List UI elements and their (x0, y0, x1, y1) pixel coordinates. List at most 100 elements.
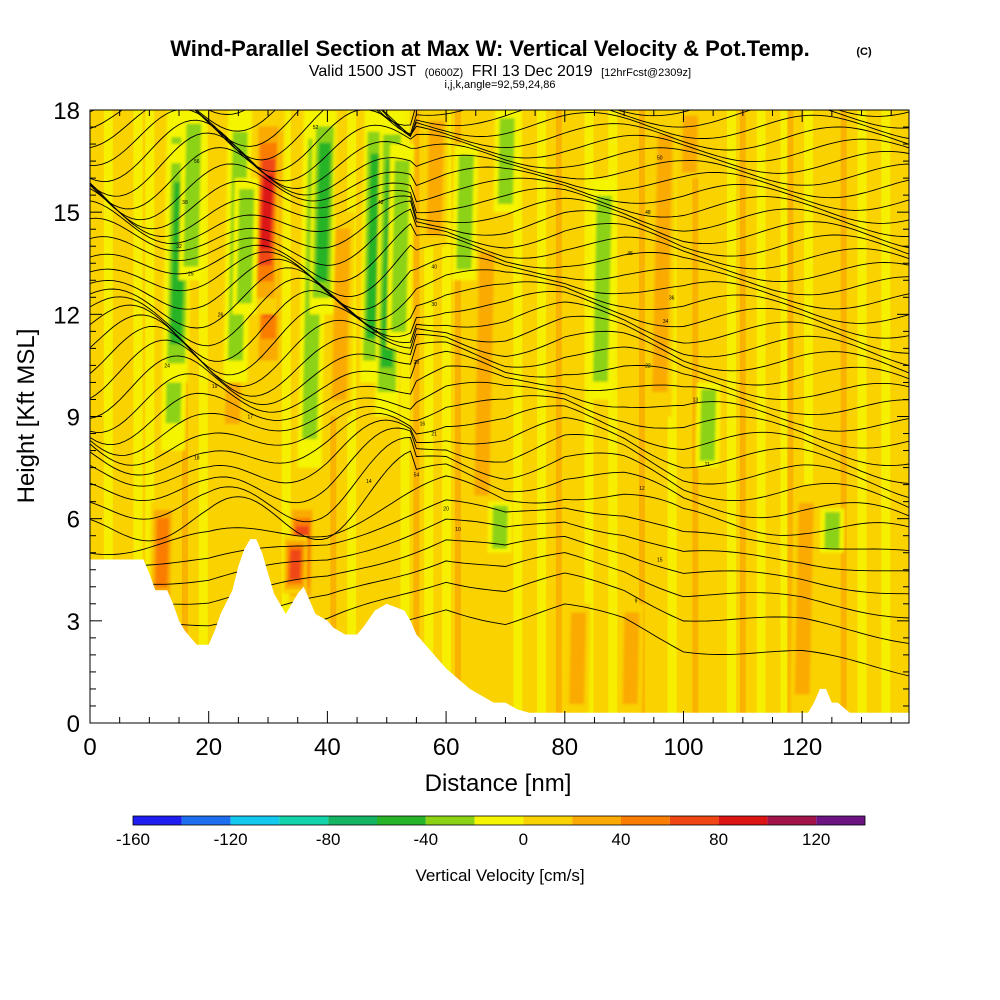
texture-stripe (400, 110, 410, 723)
y-tick-label: 15 (53, 200, 80, 227)
theta-contour-line (90, 535, 909, 605)
theta-contour-label: 9 (635, 598, 638, 604)
theta-contour-line (90, 277, 909, 347)
texture-stripe (442, 110, 452, 723)
y-tick-label: 3 (67, 609, 80, 636)
theta-contour-line (90, 208, 909, 266)
theta-contour-label: 46 (627, 251, 633, 257)
x-tick-label: 120 (782, 734, 822, 761)
texture-stripe (198, 110, 208, 723)
colorbar-swatch (230, 816, 280, 825)
plot-area: 9 10 11 12 13 14 15 16 17 18 19 20 21 22 24 25 26 28 30 32 3… (90, 110, 909, 723)
colorbar-swatch (816, 816, 865, 825)
colorbar-swatch (767, 816, 817, 825)
colorbar-swatch (425, 816, 475, 825)
theta-contour-label: 13 (693, 397, 699, 403)
updraft-cell (474, 252, 495, 496)
colorbar-swatch (669, 816, 719, 825)
theta-contour-label: 30 (431, 302, 437, 308)
valid-time: Valid 1500 JST (309, 63, 417, 80)
theta-contour-line (90, 187, 909, 237)
texture-stripe (145, 110, 155, 723)
theta-contour-label: 34 (663, 319, 669, 325)
chart-title: Wind-Parallel Section at Max W: Vertical… (170, 36, 810, 61)
texture-stripe (103, 110, 113, 723)
downdraft-cell (315, 142, 332, 282)
theta-contour-label: 56 (194, 159, 200, 165)
theta-contour-label: 52 (313, 125, 319, 131)
updraft-cell (569, 612, 587, 705)
theta-contour-label: 21 (431, 432, 437, 438)
theta-contour-line (90, 223, 909, 283)
theta-contour-line (90, 177, 909, 230)
texture-stripe (608, 110, 618, 723)
theta-contour-labels: 9 10 11 12 13 14 15 16 17 18 19 20 21 22 24 25 26 28 30 32 3… (164, 125, 710, 604)
downdraft-cell (456, 154, 474, 270)
copyright-mark: (C) (856, 46, 872, 58)
texture-stripe (756, 110, 766, 723)
downdraft-cell (699, 389, 717, 461)
downdraft-cell (236, 189, 255, 304)
updraft-cell (155, 517, 170, 588)
texture-stripe (413, 110, 420, 723)
texture-stripe (454, 110, 461, 723)
theta-contour-line (90, 110, 909, 161)
colorbar-swatch (572, 816, 621, 825)
grid-indices: i,j,k,angle=92,59,24,86 (444, 79, 555, 91)
theta-contour-line (90, 450, 909, 542)
downdraft-cell (497, 118, 515, 204)
texture-stripe (537, 110, 547, 723)
theta-contour-line (90, 395, 909, 466)
theta-contour-label: 36 (669, 295, 675, 301)
colorbar-swatch (181, 816, 231, 825)
forecast-info: [12hrFcst@2309z] (601, 67, 691, 79)
colorbar-tick-label: -80 (316, 830, 341, 849)
theta-contour-label: 12 (639, 486, 645, 492)
colorbar-title: Vertical Velocity [cm/s] (415, 866, 584, 885)
theta-contour-line (90, 163, 909, 221)
texture-stripe (555, 110, 562, 723)
theta-contour-label: 48 (645, 210, 651, 216)
colorbar-tick-label: 0 (519, 830, 528, 849)
theta-contour-label: 20 (443, 506, 449, 512)
downdraft-cell (391, 160, 410, 333)
texture-stripe (692, 110, 699, 723)
y-tick-label: 6 (67, 507, 80, 534)
x-tick-label: 0 (83, 734, 96, 761)
texture-stripe (840, 110, 847, 723)
theta-contour-label: 19 (212, 384, 218, 390)
y-tick-label: 0 (67, 711, 80, 738)
y-tick-label: 9 (67, 405, 80, 432)
updraft-cell (260, 175, 274, 249)
theta-contour-line (90, 267, 909, 329)
updraft-cell (652, 134, 673, 392)
valid-date: FRI 13 Dec 2019 (472, 63, 593, 80)
theta-contour-line (90, 315, 909, 387)
theta-contour-label: 16 (420, 421, 426, 427)
colorbar: -160 -120 -80 -40 0 40 80 120 (116, 815, 866, 849)
texture-stripe (281, 110, 291, 723)
theta-contour-line (90, 437, 909, 523)
colorbar-swatch (718, 816, 768, 825)
theta-contour-line (90, 301, 909, 376)
colorbar-swatch (523, 816, 573, 825)
theta-contour-line (90, 110, 909, 172)
colorbar-tick-label: -40 (414, 830, 439, 849)
theta-contour-label: 10 (455, 527, 461, 533)
y-tick-label: 12 (53, 302, 80, 329)
texture-stripe (881, 110, 891, 723)
colorbar-tick-label: 120 (802, 830, 830, 849)
texture-stripe (347, 110, 357, 723)
valid-utc: (0600Z) (425, 67, 464, 79)
colorbar-tick-label: 40 (612, 830, 631, 849)
updraft-cell (622, 612, 640, 705)
theta-contour-line (90, 427, 909, 504)
texture-stripe (667, 110, 677, 723)
theta-contour-line (90, 417, 909, 487)
texture-stripe (584, 110, 594, 723)
theta-contour-line (90, 255, 909, 311)
colorbar-swatch (279, 816, 329, 825)
texture-stripe (857, 110, 867, 723)
theta-contour-line (90, 518, 909, 585)
